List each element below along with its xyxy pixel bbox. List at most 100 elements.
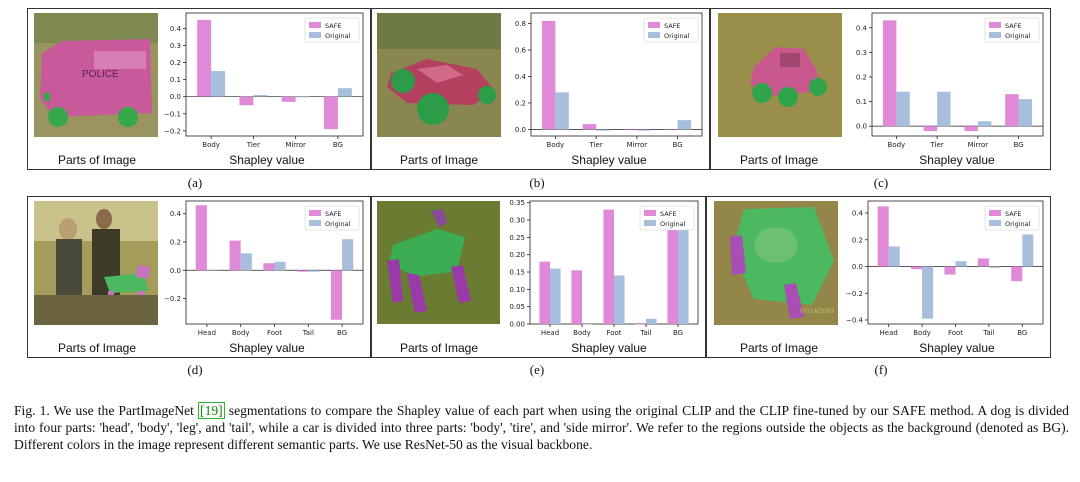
image-police-van: POLICE xyxy=(34,13,158,137)
bar-original-tail xyxy=(646,318,657,324)
parts-label-b: Parts of Image xyxy=(399,153,479,167)
bar-original-bg xyxy=(677,120,692,130)
y-tick-label: 0.4 xyxy=(852,210,864,218)
svg-text:07/14/2007: 07/14/2007 xyxy=(800,308,835,315)
bar-safe-foot xyxy=(603,209,614,324)
x-tick-label: BG xyxy=(1017,329,1027,337)
bar-safe-mirror xyxy=(281,96,296,102)
legend-label-original: Original xyxy=(325,220,351,228)
shapley-label-f: Shapley value xyxy=(919,341,995,355)
shapley-chart-e: 0.35 0.30 0.25 0.20 0.15 0.10 0.05 0.00 Head Body… xyxy=(509,199,699,337)
shapley-chart-d: 0.4 0.2 0.0 −0.2 Head Body Foot Tail BG SAFE Origi… xyxy=(164,200,364,337)
y-tick-label: 0.20 xyxy=(509,251,525,259)
x-tick-label: Tier xyxy=(589,141,603,149)
bar-safe-bg xyxy=(667,209,678,324)
y-tick-label: 0.3 xyxy=(856,49,867,57)
shapley-label-a: Shapley value xyxy=(229,153,305,167)
bar-safe-bg xyxy=(1005,94,1019,127)
parts-label-e: Parts of Image xyxy=(399,341,479,355)
x-tick-label: Mirror xyxy=(285,141,306,149)
caption-text: segmentations to compare the Shapley val… xyxy=(14,403,1069,452)
legend-swatch-original xyxy=(309,32,321,38)
bar-safe-foot xyxy=(944,266,956,275)
y-tick-label: 0.1 xyxy=(170,76,181,84)
subfigure-label-c: (c) xyxy=(873,175,889,190)
bar-original-tier xyxy=(596,129,610,131)
legend-label-original: Original xyxy=(1005,220,1031,228)
legend-label-safe: SAFE xyxy=(660,210,677,218)
x-tick-label: BG xyxy=(1014,141,1024,149)
bar-safe-body xyxy=(229,240,241,271)
x-tick-label: Foot xyxy=(606,329,621,337)
y-tick-label: 0.4 xyxy=(856,24,868,32)
shapley-label-d: Shapley value xyxy=(229,341,305,355)
y-tick-label: −0.1 xyxy=(164,110,181,118)
legend-swatch-safe xyxy=(648,22,660,28)
x-tick-label: Mirror xyxy=(968,141,989,149)
bar-safe-tail xyxy=(977,258,989,267)
shapley-chart-b: 0.8 0.6 0.4 0.2 0.0 Body Tier Mirror BG SAFE Origi… xyxy=(515,12,703,149)
bar-original-head xyxy=(550,268,561,324)
y-tick-label: 0.0 xyxy=(515,126,526,134)
y-tick-label: 0.8 xyxy=(515,20,526,28)
legend-label-original: Original xyxy=(664,32,690,40)
parts-label-c: Parts of Image xyxy=(739,153,819,167)
legend-label-safe: SAFE xyxy=(1005,210,1022,218)
x-tick-label: Tier xyxy=(246,141,260,149)
y-tick-label: 0.2 xyxy=(170,239,181,247)
image-dog-show xyxy=(34,201,158,325)
subfigure-label-b: (b) xyxy=(529,175,545,190)
legend-swatch-safe xyxy=(989,22,1001,28)
x-tick-label: Foot xyxy=(948,329,963,337)
caption-prefix: Fig. 1. We use the PartImageNet xyxy=(14,403,199,418)
x-tick-label: Tail xyxy=(302,329,314,337)
bar-original-bg xyxy=(678,220,689,324)
citation-link[interactable]: [19] xyxy=(198,402,225,419)
y-tick-label: 0.2 xyxy=(515,99,526,107)
x-tick-label: Body xyxy=(232,329,250,337)
legend-swatch-safe xyxy=(989,210,1001,216)
x-tick-label: Head xyxy=(541,329,559,337)
y-tick-label: 0.15 xyxy=(509,269,525,277)
image-fluffy-dog: 07/14/2007 xyxy=(714,201,838,325)
bar-original-tail xyxy=(308,270,320,272)
bar-safe-bg xyxy=(664,129,678,130)
image-greyhound xyxy=(377,201,500,324)
bar-safe-tier xyxy=(923,126,938,132)
y-tick-label: 0.00 xyxy=(509,321,525,329)
shapley-chart-c: 0.4 0.3 0.2 0.1 0.0 Body Tier Mirror BG SAFE Origi… xyxy=(856,12,1044,149)
x-tick-label: Body xyxy=(573,329,591,337)
bar-original-foot xyxy=(614,275,625,324)
x-tick-label: BG xyxy=(337,329,347,337)
legend-label-safe: SAFE xyxy=(325,22,342,30)
bar-safe-body xyxy=(541,20,556,130)
y-tick-label: 0.35 xyxy=(509,199,525,207)
x-tick-label: Body xyxy=(547,141,565,149)
bar-safe-head xyxy=(539,261,550,324)
image-race-car xyxy=(377,13,501,137)
bar-original-bg xyxy=(337,88,352,97)
y-tick-label: −0.2 xyxy=(164,127,181,135)
shapley-label-b: Shapley value xyxy=(571,153,647,167)
y-tick-label: 0.2 xyxy=(856,73,867,81)
parts-label-d: Parts of Image xyxy=(57,341,137,355)
legend-swatch-original xyxy=(644,220,656,226)
y-tick-label: −0.2 xyxy=(164,295,181,303)
bar-original-tier xyxy=(253,95,268,97)
y-tick-label: −0.2 xyxy=(846,290,863,298)
subfigure-label-a: (a) xyxy=(187,175,203,190)
figure-caption: Fig. 1. We use the PartImageNet [19] seg… xyxy=(14,402,1069,453)
x-tick-label: BG xyxy=(673,141,683,149)
legend-label-original: Original xyxy=(1005,32,1031,40)
x-tick-label: Tail xyxy=(982,329,994,337)
bar-safe-mirror xyxy=(964,126,978,132)
legend-label-original: Original xyxy=(325,32,351,40)
y-tick-label: 0.1 xyxy=(856,98,867,106)
bar-original-body xyxy=(555,92,569,130)
parts-label-a: Parts of Image xyxy=(57,153,137,167)
y-tick-label: 0.4 xyxy=(170,25,182,33)
legend-label-safe: SAFE xyxy=(1005,22,1022,30)
bar-safe-bg xyxy=(323,96,338,130)
x-tick-label: BG xyxy=(673,329,683,337)
y-tick-label: 0.2 xyxy=(852,236,863,244)
